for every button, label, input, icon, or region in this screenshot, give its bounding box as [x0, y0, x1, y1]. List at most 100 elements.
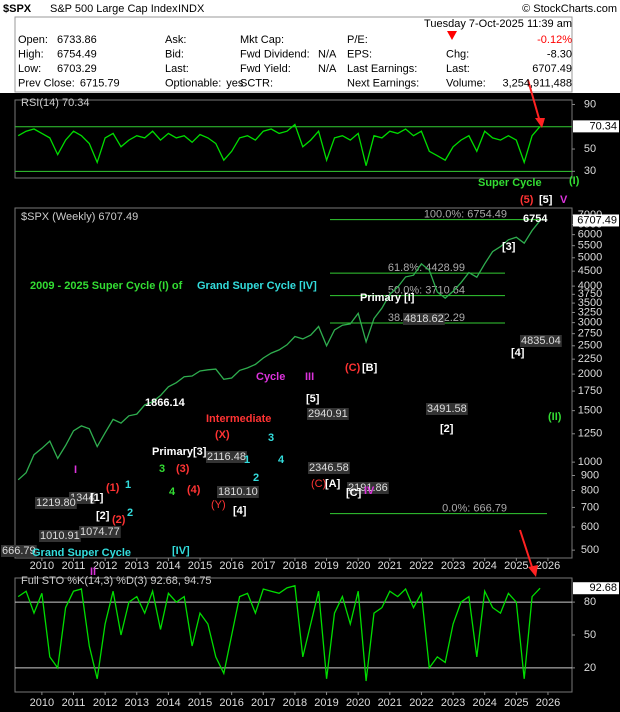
x-tick-label: 2025 — [504, 560, 528, 572]
annotation: Grand Super Cycle — [32, 547, 131, 559]
annotation: (C) — [345, 362, 361, 374]
annotation: 4818.62 — [404, 313, 444, 325]
y-tick-label: 4000 — [578, 280, 602, 292]
field-value: -8.30 — [547, 48, 572, 60]
rsi-panel — [14, 99, 573, 179]
y-tick-label: 50 — [584, 143, 596, 155]
annotation: 2009 - 2025 Super Cycle (I) of — [30, 280, 183, 292]
field-label: Bid: — [165, 48, 184, 60]
y-tick-label: 2500 — [578, 340, 602, 352]
annotation-box — [403, 313, 445, 325]
arrow — [519, 529, 534, 571]
annotation: 666.79 — [2, 545, 36, 557]
annotation: 2116.48 — [207, 451, 246, 463]
annotation-box — [520, 335, 562, 347]
x-tick-label: 2012 — [93, 697, 117, 709]
field-label: SCTR: — [240, 77, 273, 89]
field-value: 6715.79 — [80, 77, 120, 89]
y-tick-label: 2000 — [578, 368, 602, 380]
y-tick-label: 30 — [584, 165, 596, 177]
y-tick-label: 1000 — [578, 456, 602, 468]
annotation: 1866.14 — [145, 397, 186, 409]
series-line — [17, 584, 541, 682]
annotation: (2) — [112, 514, 126, 526]
value-badge-label: 92.68 — [589, 582, 617, 594]
x-tick-label: 2011 — [62, 697, 86, 709]
y-tick-label: 2750 — [578, 328, 602, 340]
x-tick-label: 2016 — [219, 560, 243, 572]
annotation: (1) — [106, 482, 120, 494]
annotation: (X) — [215, 429, 230, 441]
annotation-box — [307, 408, 349, 420]
change: -0.12% — [537, 34, 572, 46]
annotation: (I) — [569, 175, 580, 187]
annotation-box — [347, 482, 389, 494]
y-tick-label: 2250 — [578, 353, 602, 365]
annotation: II — [90, 566, 96, 578]
x-tick-label: 2019 — [314, 697, 338, 709]
field-value: yes — [226, 77, 244, 89]
y-tick-label: 90 — [584, 98, 596, 110]
annotation: (C) — [311, 478, 326, 490]
y-tick-label: 500 — [581, 544, 599, 556]
index-name: S&P 500 Large Cap Index — [50, 3, 178, 15]
annotation: [5] — [306, 393, 320, 405]
fib-label: 50.0%: 3710.64 — [388, 285, 465, 297]
x-tick-label: 2020 — [346, 697, 370, 709]
x-tick-label: 2023 — [441, 560, 465, 572]
value-badge — [573, 582, 619, 595]
panel-title: Full STO %K(14,3) %D(3) 92.68, 94.75 — [21, 575, 212, 587]
x-tick-label: 2018 — [283, 697, 307, 709]
arrow-head — [535, 118, 545, 128]
x-tick-label: 2015 — [188, 560, 212, 572]
annotation: [2] — [96, 510, 110, 522]
annotation-box — [426, 403, 468, 415]
annotation: 2191.86 — [348, 482, 388, 494]
field-label: Last: — [446, 63, 470, 75]
x-tick-label: 2010 — [30, 697, 54, 709]
x-tick-label: 2022 — [409, 697, 433, 709]
field-label: EPS: — [347, 48, 372, 60]
annotation: V — [560, 194, 568, 206]
y-tick-label: 1250 — [578, 428, 602, 440]
down-triangle — [447, 31, 457, 40]
y-tick-label: 3250 — [578, 306, 602, 318]
y-tick-label: 5000 — [578, 252, 602, 264]
field-label: P/E: — [347, 34, 368, 46]
annotation: [1] — [90, 492, 104, 504]
annotation: [4] — [511, 347, 525, 359]
annotation: (Y) — [211, 499, 226, 511]
fib-label: 100.0%: 6754.49 — [424, 208, 507, 220]
arrow-head — [528, 565, 538, 577]
annotation: [B] — [362, 362, 378, 374]
annotation: [3] — [193, 446, 207, 458]
y-tick-label: 800 — [581, 484, 599, 496]
exchange: INDX — [178, 3, 205, 15]
y-tick-label: 20 — [584, 662, 596, 674]
x-tick-label: 2014 — [156, 560, 180, 572]
y-tick-label: 5500 — [578, 240, 602, 252]
annotation-box — [206, 451, 247, 463]
field-label: Mkt Cap: — [240, 34, 284, 46]
annotation: [4] — [233, 505, 247, 517]
field-value: 3,254,911,488 — [502, 77, 572, 89]
annotation: [3] — [502, 241, 516, 253]
annotation: (II) — [548, 411, 562, 423]
y-tick-label: 3750 — [578, 288, 602, 300]
y-tick-label: 80 — [584, 596, 596, 608]
annotation: 3491.58 — [427, 403, 467, 415]
x-tick-label: 2017 — [251, 697, 275, 709]
x-tick-label: 2021 — [378, 697, 402, 709]
annotation: Cycle — [256, 371, 285, 383]
x-tick-label: 2012 — [93, 560, 117, 572]
annotation: 1219.80 — [36, 497, 76, 509]
arrow — [527, 79, 541, 123]
annotation: III — [305, 371, 314, 383]
y-tick-label: 50 — [584, 629, 596, 641]
x-tick-label: 2023 — [441, 697, 465, 709]
x-tick-label: 2024 — [472, 560, 496, 572]
annotation: 2940.91 — [308, 408, 348, 420]
annotation: 1810.10 — [218, 486, 258, 498]
field-value: N/A — [318, 63, 337, 75]
